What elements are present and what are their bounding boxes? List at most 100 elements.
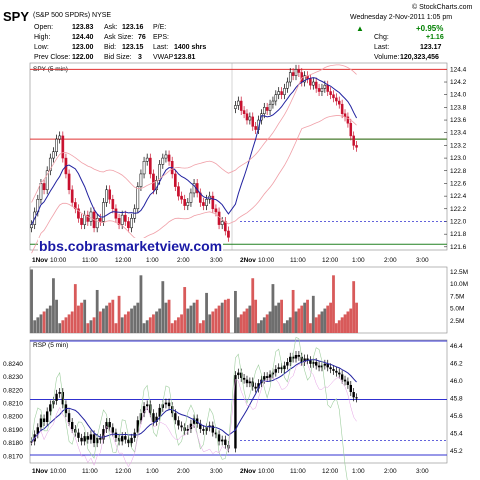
rsp-candle-body	[332, 369, 335, 371]
day2-candle-body	[303, 75, 306, 83]
volume-bar	[211, 311, 215, 333]
day2-candle-body	[349, 122, 353, 137]
volume-bar	[39, 314, 43, 333]
volume-bar	[274, 305, 278, 333]
quote-value: 123.17	[420, 44, 442, 51]
y-tick-label: 123.2	[450, 142, 467, 149]
rsp-candle-body	[55, 393, 58, 401]
volume-bar	[105, 305, 108, 333]
day2-candle-body	[277, 91, 280, 95]
volume-bar	[117, 295, 121, 333]
volume-bar	[239, 314, 243, 333]
day2-candle-body	[291, 72, 295, 76]
rsp-candle-body	[274, 369, 278, 373]
rsp-panel-title: RSP (5 min)	[33, 342, 68, 349]
volume-bar	[245, 308, 249, 333]
volume-bar	[227, 298, 230, 333]
day1-candle-body	[161, 157, 165, 165]
day1-candle-body	[142, 161, 146, 175]
volume-bar	[265, 314, 269, 333]
volume-bar	[220, 302, 224, 333]
volume-bar	[306, 299, 309, 333]
volume-bar	[320, 311, 324, 333]
rsp-candle-body	[161, 404, 165, 408]
day2-candle-body	[280, 91, 283, 95]
volume-bar	[123, 314, 127, 333]
day1-candle-body	[205, 199, 208, 206]
rsp-panel-frame	[29, 339, 448, 464]
volume-bar	[189, 305, 193, 333]
day1-candle-body	[214, 208, 218, 213]
date-time: Wednesday 2-Nov-2011 1:05 pm	[350, 14, 453, 21]
rsp-candle-body	[335, 370, 338, 373]
volume-bar	[130, 308, 133, 333]
rsp-candle-body	[39, 418, 43, 428]
day1-candle-body	[186, 202, 190, 206]
rsp-x-tick-label: 1:00	[352, 468, 365, 475]
volume-bar	[329, 302, 333, 333]
rsp-candle-body	[186, 429, 190, 431]
rsp-candle-body	[234, 375, 237, 449]
rsp-candle-body	[340, 374, 344, 380]
day1-candle-body	[223, 221, 227, 232]
volume-bar	[167, 299, 171, 333]
day1-candle-body	[102, 202, 105, 222]
rsp-candle-body	[136, 420, 140, 433]
rsp-candle-body	[303, 358, 306, 363]
pct-change: +0.95%	[416, 24, 444, 33]
rsp-candle-body	[326, 363, 329, 368]
quote-label: Bid Size:	[104, 54, 132, 61]
y-tick-label: 124.2	[450, 79, 467, 86]
volume-bar	[343, 314, 347, 333]
rsp-candle-body	[74, 429, 77, 433]
rsp-candle-body	[130, 437, 133, 444]
day1-candle-body	[30, 224, 33, 229]
rsp-left-tick-label: 0.8170	[3, 453, 23, 460]
rsp-candle-body	[142, 406, 146, 414]
volume-bar	[268, 311, 272, 333]
volume-bar	[61, 320, 65, 333]
y-tick-label: 122.2	[450, 206, 467, 213]
rsp-candle-body	[283, 365, 286, 370]
volume-bar	[127, 311, 130, 333]
volume-bar	[148, 317, 152, 333]
day2-candle-body	[312, 81, 315, 86]
y-tick-label: 122.0	[450, 218, 467, 225]
volume-bar	[33, 320, 37, 333]
volume-bar	[77, 305, 80, 333]
day2-candle-body	[352, 135, 355, 146]
y-tick-label: 122.6	[450, 180, 467, 187]
rsp-left-tick-label: 0.8210	[3, 400, 23, 407]
day1-candle-body	[77, 208, 80, 219]
quote-value: 123.83	[72, 24, 94, 31]
rsp-candle-body	[294, 354, 298, 359]
day2-candle-body	[237, 100, 240, 106]
volume-bar	[205, 292, 208, 333]
day1-candle-body	[39, 183, 43, 200]
rsp-candle-body	[52, 400, 55, 405]
volume-bar	[95, 289, 99, 333]
volume-bar	[42, 311, 46, 333]
day1-candle-body	[167, 154, 171, 162]
rsp-candle-body	[105, 422, 108, 430]
volume-bar	[92, 317, 96, 333]
x-tick-label: 10:00	[50, 257, 67, 264]
day1-candle-body	[67, 173, 71, 191]
rsp-candle-body	[111, 427, 115, 433]
rsp-candle-body	[124, 436, 127, 440]
day1-candle-body	[61, 135, 65, 159]
x-tick-label: 3:00	[210, 257, 223, 264]
volume-bar	[102, 308, 105, 333]
volume-bar	[86, 323, 90, 333]
day1-candle-body	[127, 221, 130, 229]
rsp-candle-body	[180, 425, 183, 428]
volume-bar	[223, 299, 227, 333]
volume-bar	[30, 269, 33, 333]
rsp-x-tick-label: 1Nov	[32, 468, 48, 475]
volume-bar	[48, 305, 52, 333]
volume-bar	[83, 299, 87, 333]
volume-bar	[334, 323, 338, 333]
rsp-candle-body	[248, 381, 252, 384]
x-tick-label: 11:00	[290, 257, 306, 264]
day2-candle-body	[239, 100, 243, 111]
